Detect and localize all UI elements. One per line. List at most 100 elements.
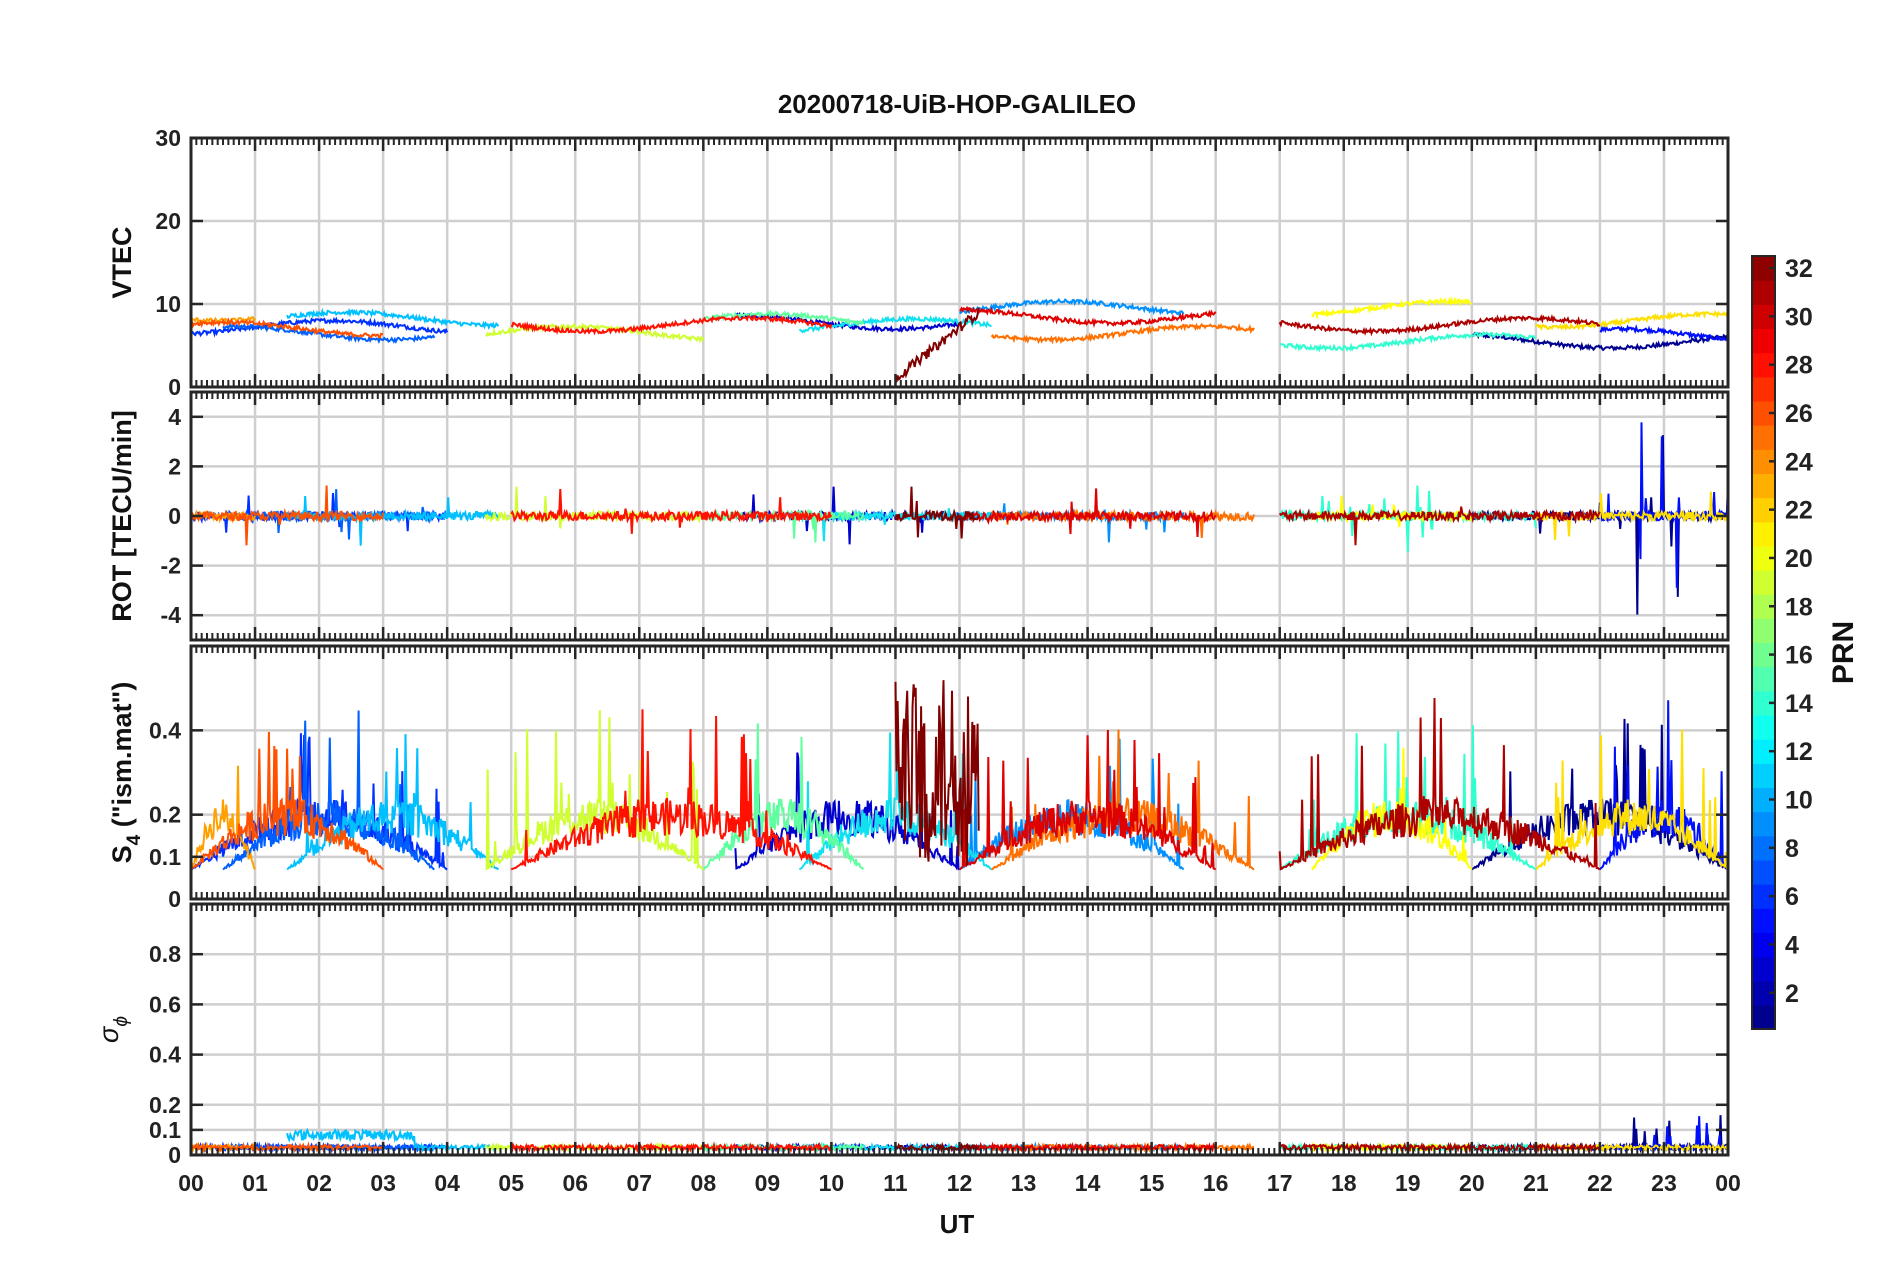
x-tick-label: 15 (1139, 1170, 1165, 1196)
colorbar-segment (1752, 352, 1775, 378)
colorbar-segment (1752, 1004, 1775, 1030)
x-tick-label: 09 (755, 1170, 781, 1196)
colorbar-segment (1752, 690, 1775, 716)
x-tick-label: 23 (1651, 1170, 1677, 1196)
series-line-prn-32 (894, 1141, 980, 1154)
chart-title: 20200718-UiB-HOP-GALILEO (778, 89, 1136, 119)
panel-s4: 0 0.1 0.2 0.4S4 ("ism.mat") (107, 644, 1730, 912)
colorbar-segment (1752, 570, 1775, 595)
colorbar-segment (1752, 497, 1775, 523)
series-line-prn-28 (510, 314, 833, 336)
series-line-prn-31 (1278, 697, 1601, 871)
colorbar-segment (1752, 304, 1775, 330)
colorbar-tick-label: 14 (1785, 690, 1813, 718)
series-line-prn-30 (958, 488, 1217, 537)
series-line-prn-19 (485, 710, 704, 871)
series-line-prn-31 (1278, 314, 1601, 337)
colorbar-frame (1751, 255, 1776, 1030)
colorbar-tick-label: 10 (1785, 787, 1813, 815)
colorbar-tick-label: 22 (1785, 497, 1813, 525)
colorbar-tick-label: 18 (1785, 593, 1813, 621)
x-tick-label: 01 (242, 1170, 268, 1196)
x-axis: 00 01 02 03 04 05 06 07 08 09 10 11 12 13 14 15 16 17 18 19… (178, 1170, 1741, 1196)
x-tick-label: 11 (883, 1170, 908, 1196)
x-tick-label: 16 (1203, 1170, 1229, 1196)
series-line-prn-21 (1535, 310, 1728, 332)
x-tick-label: 08 (691, 1170, 717, 1196)
y-tick-label: 0.1 (149, 844, 181, 870)
y-tick-label: 0.2 (149, 802, 181, 828)
colorbar-tick-label: 6 (1785, 883, 1799, 911)
series-line-prn-20 (1311, 296, 1472, 320)
series-line-prn-15 (702, 308, 865, 327)
y-tick-label: 10 (155, 291, 181, 317)
y-tick-label: 0.4 (149, 717, 181, 743)
y-tick-label: 0 (168, 503, 181, 529)
series-line-prn-15 (702, 723, 865, 871)
colorbar-tick-label: 4 (1785, 931, 1799, 959)
colorbar-tick-label: 30 (1785, 303, 1813, 331)
colorbar-label: PRN (1827, 621, 1860, 684)
colorbar-segment (1752, 618, 1775, 644)
colorbar-tick-label: 28 (1785, 352, 1813, 380)
y-tick-label: 0.6 (149, 991, 181, 1017)
colorbar-segment (1752, 642, 1775, 668)
colorbar-segment (1752, 594, 1775, 619)
x-tick-label: 12 (947, 1170, 973, 1196)
y-tick-label: 0.2 (149, 1092, 181, 1118)
colorbar-segment (1752, 521, 1775, 547)
series-line-prn-20 (1310, 495, 1473, 528)
colorbar-segment (1752, 932, 1775, 958)
colorbar-segment (1752, 280, 1775, 305)
colorbar-segment (1752, 739, 1775, 764)
series-group (191, 680, 1728, 871)
x-tick-label: 05 (498, 1170, 524, 1196)
colorbar-segment (1752, 714, 1775, 740)
colorbar-tick-label: 8 (1785, 835, 1799, 863)
y-tick-label: -4 (161, 602, 182, 628)
x-tick-label: 17 (1267, 1170, 1293, 1196)
y-tick-label: 30 (155, 125, 181, 151)
series-line-prn-11 (286, 1127, 500, 1153)
panel-vtec: 0 10 20 30 VTEC (107, 125, 1730, 400)
x-tick-label: 20 (1459, 1170, 1485, 1196)
y-tick-label: 0 (168, 374, 181, 400)
colorbar-segment (1752, 449, 1775, 475)
y-tick-label: 0.1 (149, 1117, 181, 1143)
series-line-prn-23 (191, 765, 256, 871)
x-tick-label: 13 (1011, 1170, 1037, 1196)
panel-rot: -4 -2 0 2 4 ROT [TECU/min] (107, 390, 1730, 642)
y-tick-label: 0 (168, 886, 181, 912)
colorbar-segment (1752, 763, 1775, 789)
x-tick-label: 03 (370, 1170, 396, 1196)
colorbar-tick-label: 16 (1785, 642, 1813, 670)
colorbar-segment (1752, 400, 1775, 426)
colorbar-segment (1752, 425, 1775, 450)
y-tick-label: 0.4 (149, 1042, 181, 1068)
series-line-prn-1 (1470, 331, 1728, 352)
y-tick-label: 0.8 (149, 941, 181, 967)
colorbar-tick-label: 12 (1785, 738, 1813, 766)
series-line-prn-32 (894, 486, 980, 539)
series-line-prn-31 (1278, 506, 1601, 546)
series-line-prn-26 (191, 317, 384, 339)
y-tick-label: 4 (168, 404, 181, 430)
colorbar-segment (1752, 956, 1775, 982)
colorbar-segment (1752, 256, 1775, 281)
colorbar-segment (1752, 811, 1775, 837)
series-line-prn-32 (894, 680, 980, 866)
x-tick-label: 06 (562, 1170, 588, 1196)
colorbar-segment (1752, 908, 1775, 933)
x-tick-label: 22 (1587, 1170, 1613, 1196)
colorbar-tick-label: 20 (1785, 545, 1813, 573)
series-line-prn-9 (959, 297, 1185, 318)
colorbar-segment (1752, 835, 1775, 861)
x-tick-label: 10 (819, 1170, 845, 1196)
series-line-prn-5 (191, 316, 449, 338)
series-line-prn-11 (286, 734, 500, 871)
x-tick-label: 18 (1331, 1170, 1357, 1196)
colorbar-tick-label: 26 (1785, 400, 1813, 428)
y-axis-label-vtec: VTEC (107, 226, 137, 298)
